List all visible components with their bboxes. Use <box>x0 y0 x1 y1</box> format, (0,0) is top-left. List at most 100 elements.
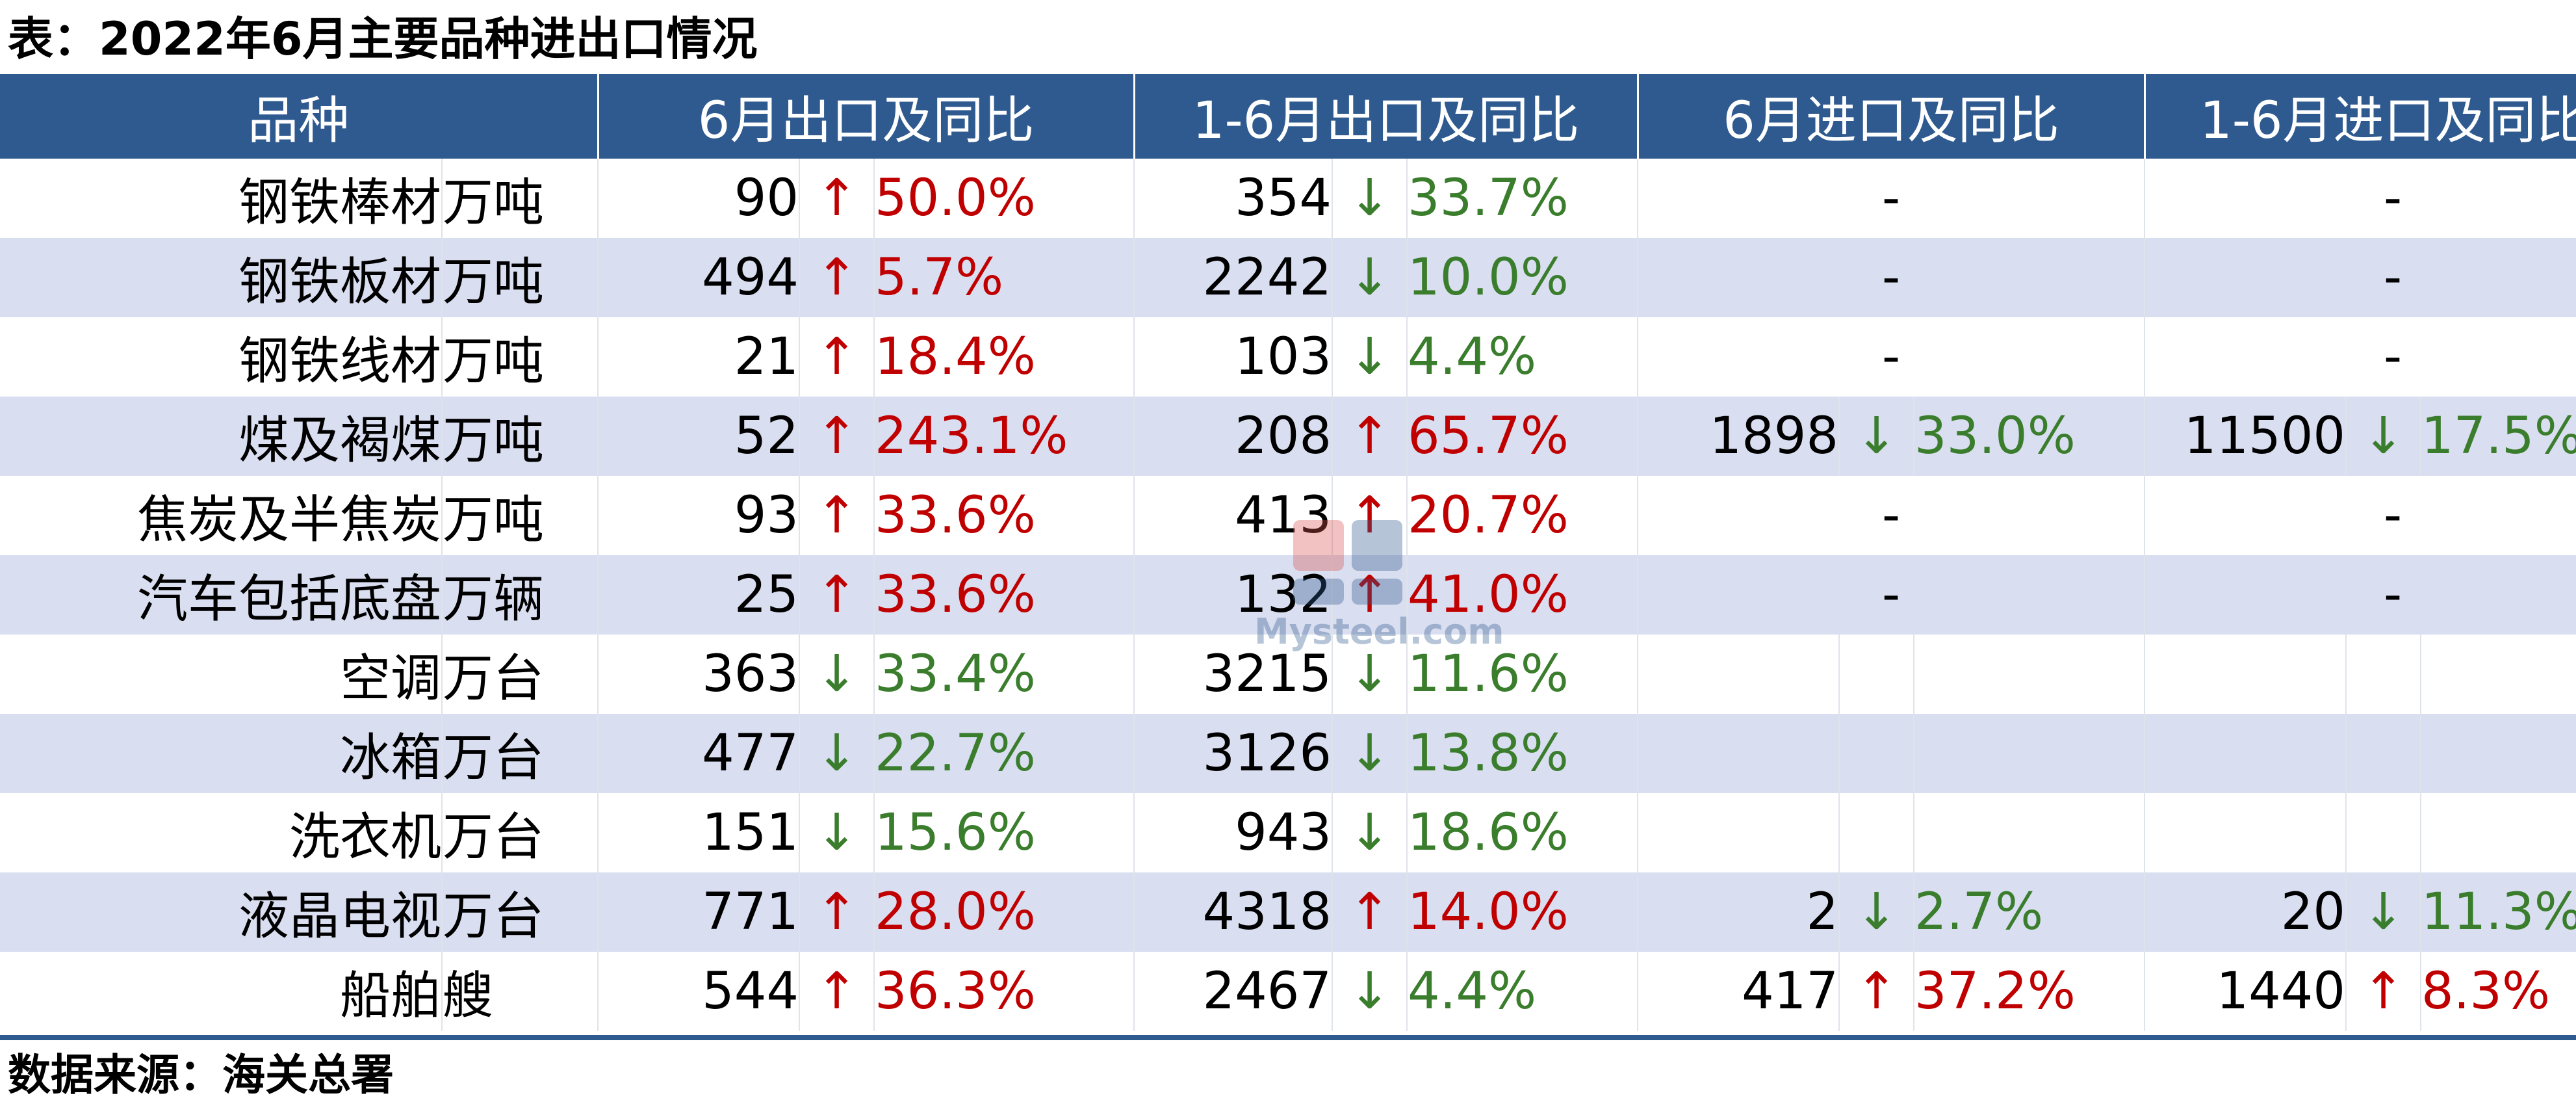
table-row: 洗衣机 万台 151 ↓ 15.6% 943 ↓ 18.6% <box>0 793 2576 872</box>
header-product: 品种 <box>0 74 599 159</box>
jun-export-value: 544 <box>598 952 801 1031</box>
jun-export-value: 151 <box>598 793 801 872</box>
arrow-down-icon: ↓ <box>1332 635 1408 714</box>
h1-export-value: 103 <box>1134 317 1333 397</box>
h1-import-empty <box>2346 635 2422 714</box>
h1-import-empty <box>2346 714 2422 793</box>
jun-import-no-data: - <box>1638 238 2146 317</box>
h1-import-empty <box>2145 714 2347 793</box>
arrow-up-icon: ↑ <box>799 159 875 238</box>
product-name: 焦炭及半焦炭 <box>0 476 443 555</box>
arrow-down-icon: ↓ <box>1332 714 1408 793</box>
h1-import-empty <box>2346 793 2422 872</box>
logo-blue-block-lower <box>1293 579 1344 605</box>
arrow-up-icon: ↑ <box>1839 952 1915 1031</box>
data-source-note: 数据来源：海关总署 <box>8 1050 394 1100</box>
table-row: 钢铁板材 万吨 494 ↑ 5.7% 2242 ↓ 10.0% - - <box>0 238 2576 317</box>
trade-table: 品种 6月出口及同比 1-6月出口及同比 6月进口及同比 1-6月进口及同比 钢… <box>0 74 2576 1031</box>
jun-export-value: 90 <box>598 159 801 238</box>
header-row: 品种 6月出口及同比 1-6月出口及同比 6月进口及同比 1-6月进口及同比 <box>0 74 2576 159</box>
h1-export-yoy-pct: 20.7% <box>1407 476 1639 555</box>
jun-export-value: 477 <box>598 714 801 793</box>
product-unit: 万吨 <box>442 317 599 397</box>
h1-export-yoy-pct: 14.0% <box>1407 872 1639 952</box>
arrow-down-icon: ↓ <box>1332 793 1408 872</box>
product-unit: 万台 <box>442 714 599 793</box>
jun-export-yoy-pct: 36.3% <box>874 952 1135 1031</box>
arrow-up-icon: ↑ <box>1332 872 1408 952</box>
jun-export-yoy-pct: 22.7% <box>874 714 1135 793</box>
jun-export-yoy-pct: 33.4% <box>874 635 1135 714</box>
arrow-up-icon: ↑ <box>1332 555 1408 635</box>
product-name: 液晶电视 <box>0 872 443 952</box>
h1-export-yoy-pct: 65.7% <box>1407 397 1639 476</box>
jun-import-empty <box>1638 793 1840 872</box>
arrow-up-icon: ↑ <box>2346 952 2422 1031</box>
arrow-up-icon: ↑ <box>1332 397 1408 476</box>
h1-import-value: 1440 <box>2145 952 2347 1031</box>
table-bottom-rule <box>0 1035 2576 1040</box>
arrow-up-icon: ↑ <box>1332 476 1408 555</box>
logo-red-block <box>1293 520 1344 571</box>
table-row: 煤及褐煤 万吨 52 ↑ 243.1% 208 ↑ 65.7% 1898 ↓ 33.0% 11500 ↓… <box>0 397 2576 476</box>
h1-import-yoy-pct: 8.3% <box>2421 952 2576 1031</box>
h1-import-no-data: - <box>2145 238 2576 317</box>
h1-import-empty <box>2421 714 2576 793</box>
jun-export-yoy-pct: 243.1% <box>874 397 1135 476</box>
jun-import-no-data: - <box>1638 159 2146 238</box>
h1-export-value: 2242 <box>1134 238 1333 317</box>
jun-import-empty <box>1914 714 2146 793</box>
h1-export-yoy-pct: 10.0% <box>1407 238 1639 317</box>
table-row: 冰箱 万台 477 ↓ 22.7% 3126 ↓ 13.8% <box>0 714 2576 793</box>
h1-export-value: 208 <box>1134 397 1333 476</box>
arrow-up-icon: ↑ <box>799 872 875 952</box>
h1-export-yoy-pct: 41.0% <box>1407 555 1639 635</box>
product-unit: 万台 <box>442 793 599 872</box>
table-body: 钢铁棒材 万吨 90 ↑ 50.0% 354 ↓ 33.7% - - 钢铁板材 万吨 494 ↑ 5.7% 2… <box>0 159 2576 1031</box>
product-unit: 艘 <box>442 952 599 1031</box>
h1-export-yoy-pct: 4.4% <box>1407 952 1639 1031</box>
watermark-text: Mysteel.com <box>1254 611 1504 652</box>
product-unit: 万吨 <box>442 159 599 238</box>
h1-export-value: 354 <box>1134 159 1333 238</box>
jun-import-yoy-pct: 2.7% <box>1914 872 2146 952</box>
arrow-up-icon: ↑ <box>799 397 875 476</box>
table-row: 液晶电视 万台 771 ↑ 28.0% 4318 ↑ 14.0% 2 ↓ 2.7% 20 ↓ 11.3% <box>0 872 2576 952</box>
h1-export-yoy-pct: 18.6% <box>1407 793 1639 872</box>
h1-import-no-data: - <box>2145 555 2576 635</box>
product-unit: 万吨 <box>442 476 599 555</box>
h1-import-value: 20 <box>2145 872 2347 952</box>
jun-import-no-data: - <box>1638 555 2146 635</box>
jun-import-no-data: - <box>1638 476 2146 555</box>
jun-import-yoy-pct: 37.2% <box>1914 952 2146 1031</box>
arrow-down-icon: ↓ <box>1332 238 1408 317</box>
h1-export-value: 2467 <box>1134 952 1333 1031</box>
product-unit: 万台 <box>442 635 599 714</box>
jun-import-value: 1898 <box>1638 397 1840 476</box>
table-row: 钢铁棒材 万吨 90 ↑ 50.0% 354 ↓ 33.7% - - <box>0 159 2576 238</box>
jun-import-empty <box>1839 635 1915 714</box>
table-row: 焦炭及半焦炭 万吨 93 ↑ 33.6% 413 ↑ 20.7% - - <box>0 476 2576 555</box>
jun-import-yoy-pct: 33.0% <box>1914 397 2146 476</box>
jun-import-no-data: - <box>1638 317 2146 397</box>
jun-export-yoy-pct: 18.4% <box>874 317 1135 397</box>
h1-import-empty <box>2145 793 2347 872</box>
product-name: 汽车包括底盘 <box>0 555 443 635</box>
jun-export-yoy-pct: 15.6% <box>874 793 1135 872</box>
arrow-down-icon: ↓ <box>1839 397 1915 476</box>
h1-export-value: 3126 <box>1134 714 1333 793</box>
jun-export-value: 25 <box>598 555 801 635</box>
jun-import-empty <box>1914 793 2146 872</box>
logo-blue-block-lower2 <box>1352 579 1402 605</box>
arrow-down-icon: ↓ <box>1332 159 1408 238</box>
h1-import-empty <box>2421 635 2576 714</box>
table-row: 钢铁线材 万吨 21 ↑ 18.4% 103 ↓ 4.4% - - <box>0 317 2576 397</box>
h1-export-yoy-pct: 13.8% <box>1407 714 1639 793</box>
arrow-down-icon: ↓ <box>799 714 875 793</box>
h1-export-yoy-pct: 11.6% <box>1407 635 1639 714</box>
table-title: 表：2022年6月主要品种进出口情况 <box>8 12 758 66</box>
jun-export-value: 771 <box>598 872 801 952</box>
product-name: 空调 <box>0 635 443 714</box>
product-name: 船舶 <box>0 952 443 1031</box>
